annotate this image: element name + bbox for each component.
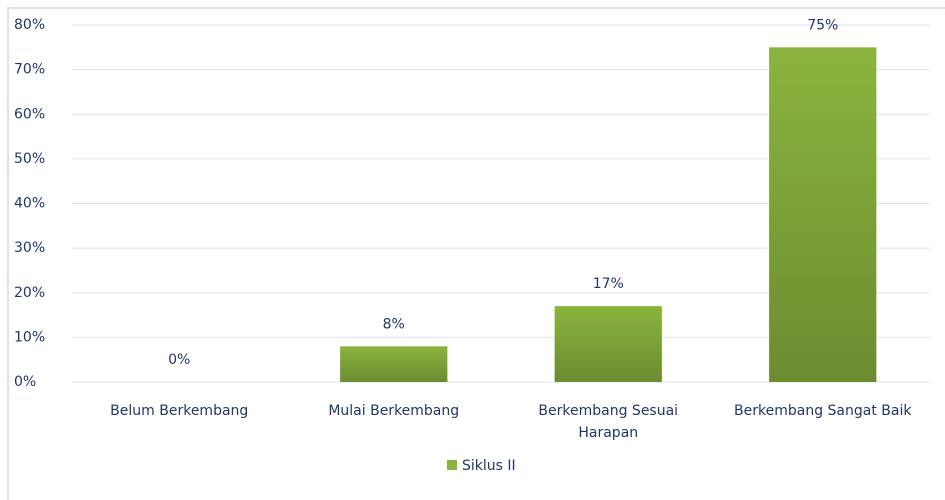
data-label: 8% [383, 316, 405, 332]
y-tick-label: 70% [14, 62, 45, 78]
chart-frame [7, 7, 945, 500]
x-tick-label: Berkembang Sangat Baik [734, 403, 912, 419]
bar [769, 47, 877, 382]
legend-label: Siklus II [462, 458, 516, 474]
x-tick-label: Belum Berkembang [110, 403, 249, 419]
y-tick-label: 30% [14, 240, 45, 256]
y-tick-label: 20% [14, 285, 45, 301]
data-label: 75% [807, 17, 838, 33]
bar [554, 306, 662, 382]
y-tick-label: 10% [14, 329, 45, 345]
data-label: 0% [168, 352, 190, 368]
y-tick-label: 80% [14, 17, 45, 33]
y-tick-label: 0% [14, 374, 36, 390]
y-tick-label: 50% [14, 151, 45, 167]
bar [340, 346, 448, 382]
y-tick-label: 40% [14, 196, 45, 212]
y-tick-label: 60% [14, 106, 45, 122]
legend-swatch [447, 460, 457, 470]
data-label: 17% [593, 276, 624, 292]
x-tick-label: Berkembang Sesuai Harapan [538, 403, 679, 441]
x-tick-label: Mulai Berkembang [328, 403, 460, 419]
